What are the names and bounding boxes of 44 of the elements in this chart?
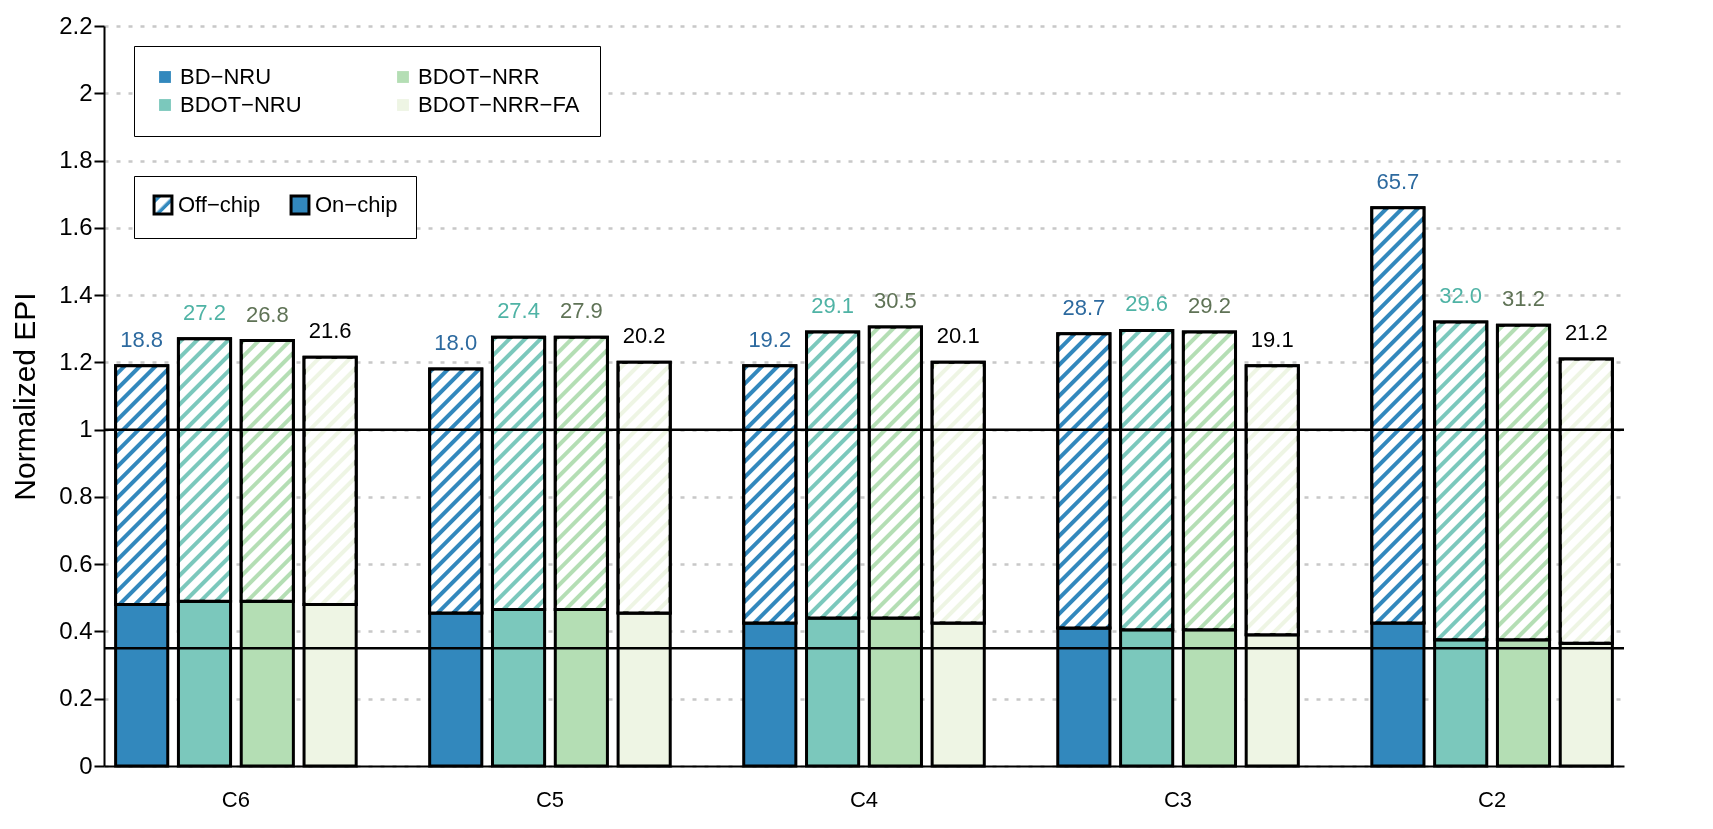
y-tick-label: 0.4	[59, 616, 93, 644]
y-tick-label: 1.2	[59, 347, 93, 375]
annotation: 27.9	[559, 298, 603, 324]
text: C3	[1163, 787, 1193, 812]
text: C5	[535, 787, 565, 812]
annotation: 29.2	[1188, 293, 1231, 319]
annotation: Off−chip	[178, 192, 261, 218]
y-tick-label: 1.6	[59, 213, 93, 241]
annotation: 26.8	[245, 301, 289, 327]
annotation: 32.0	[1439, 283, 1483, 308]
y-tick-label: 2.2	[59, 11, 93, 39]
y-tick-label: 0.8	[59, 482, 93, 510]
annotation: 29.6	[1125, 291, 1169, 317]
annotation: 19.2	[748, 326, 792, 352]
annotation: 21.2	[1564, 320, 1608, 345]
annotation: 18.8	[120, 326, 164, 352]
annotation: 31.2	[1502, 286, 1545, 312]
text: C4	[849, 787, 879, 812]
legend-label: BD−NRU	[180, 64, 272, 89]
annotation: 30.5	[873, 288, 917, 314]
y-tick-label: 1.8	[59, 146, 93, 174]
legend-label: BDOT−NRR−FA	[418, 92, 580, 117]
y-tick-label: 0	[79, 751, 93, 779]
legend-label: BDOT−NRU	[180, 92, 302, 117]
annotation: 28.7	[1062, 294, 1106, 320]
annotation: 21.6	[308, 318, 352, 344]
y-tick-label: 1	[79, 415, 93, 443]
annotation: 20.2	[622, 323, 666, 349]
annotation: 20.1	[936, 323, 980, 349]
y-tick-label: 0.6	[59, 549, 93, 577]
text: C2	[1478, 787, 1507, 812]
legend-label: BDOT−NRR	[418, 64, 540, 89]
y-tick-label: 2	[79, 78, 93, 106]
annotation: 27.2	[183, 299, 226, 325]
annotation: 18.0	[434, 330, 478, 356]
y-tick-label: 0.2	[59, 684, 93, 712]
y-tick-label: 1.4	[59, 280, 93, 308]
annotation: 65.7	[1376, 168, 1420, 194]
annotation: 19.1	[1250, 326, 1294, 352]
annotation: On−chip	[315, 192, 398, 218]
annotation: 29.1	[811, 293, 855, 319]
annotation: 27.4	[497, 298, 540, 324]
text: C6	[221, 787, 250, 812]
y-axis-title: Normalized EPI	[8, 292, 42, 501]
